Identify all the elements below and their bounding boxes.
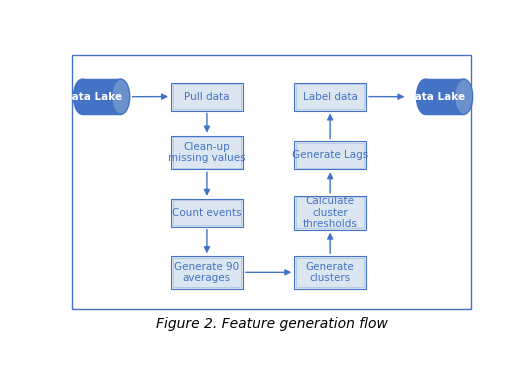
Text: Pull data: Pull data: [184, 92, 229, 102]
Ellipse shape: [455, 79, 473, 114]
Text: Count events: Count events: [172, 208, 242, 218]
FancyBboxPatch shape: [171, 199, 243, 227]
Text: Data Lake: Data Lake: [406, 92, 465, 102]
FancyBboxPatch shape: [171, 136, 243, 169]
FancyBboxPatch shape: [171, 83, 243, 110]
FancyBboxPatch shape: [173, 200, 241, 225]
Ellipse shape: [74, 79, 92, 114]
FancyBboxPatch shape: [296, 143, 364, 168]
FancyBboxPatch shape: [173, 84, 241, 109]
FancyBboxPatch shape: [173, 137, 241, 168]
Ellipse shape: [112, 79, 130, 114]
FancyBboxPatch shape: [294, 196, 366, 230]
FancyBboxPatch shape: [171, 256, 243, 288]
FancyBboxPatch shape: [296, 197, 364, 228]
Text: Label data: Label data: [303, 92, 358, 102]
FancyBboxPatch shape: [296, 84, 364, 109]
Text: Clean-up
missing values: Clean-up missing values: [168, 142, 246, 163]
Bar: [83, 79, 121, 114]
Text: Data Lake: Data Lake: [63, 92, 122, 102]
Text: Calculate
cluster
thresholds: Calculate cluster thresholds: [303, 196, 358, 229]
FancyBboxPatch shape: [296, 257, 364, 287]
Bar: [426, 79, 464, 114]
FancyBboxPatch shape: [294, 256, 366, 288]
FancyBboxPatch shape: [294, 141, 366, 169]
Text: Figure 2. Feature generation flow: Figure 2. Feature generation flow: [156, 317, 387, 331]
FancyBboxPatch shape: [294, 83, 366, 110]
Text: Generate Lags: Generate Lags: [292, 151, 368, 160]
FancyBboxPatch shape: [173, 257, 241, 287]
Text: Generate
clusters: Generate clusters: [306, 262, 355, 283]
Text: Generate 90
averages: Generate 90 averages: [174, 262, 240, 283]
Ellipse shape: [417, 79, 435, 114]
FancyBboxPatch shape: [73, 55, 471, 309]
